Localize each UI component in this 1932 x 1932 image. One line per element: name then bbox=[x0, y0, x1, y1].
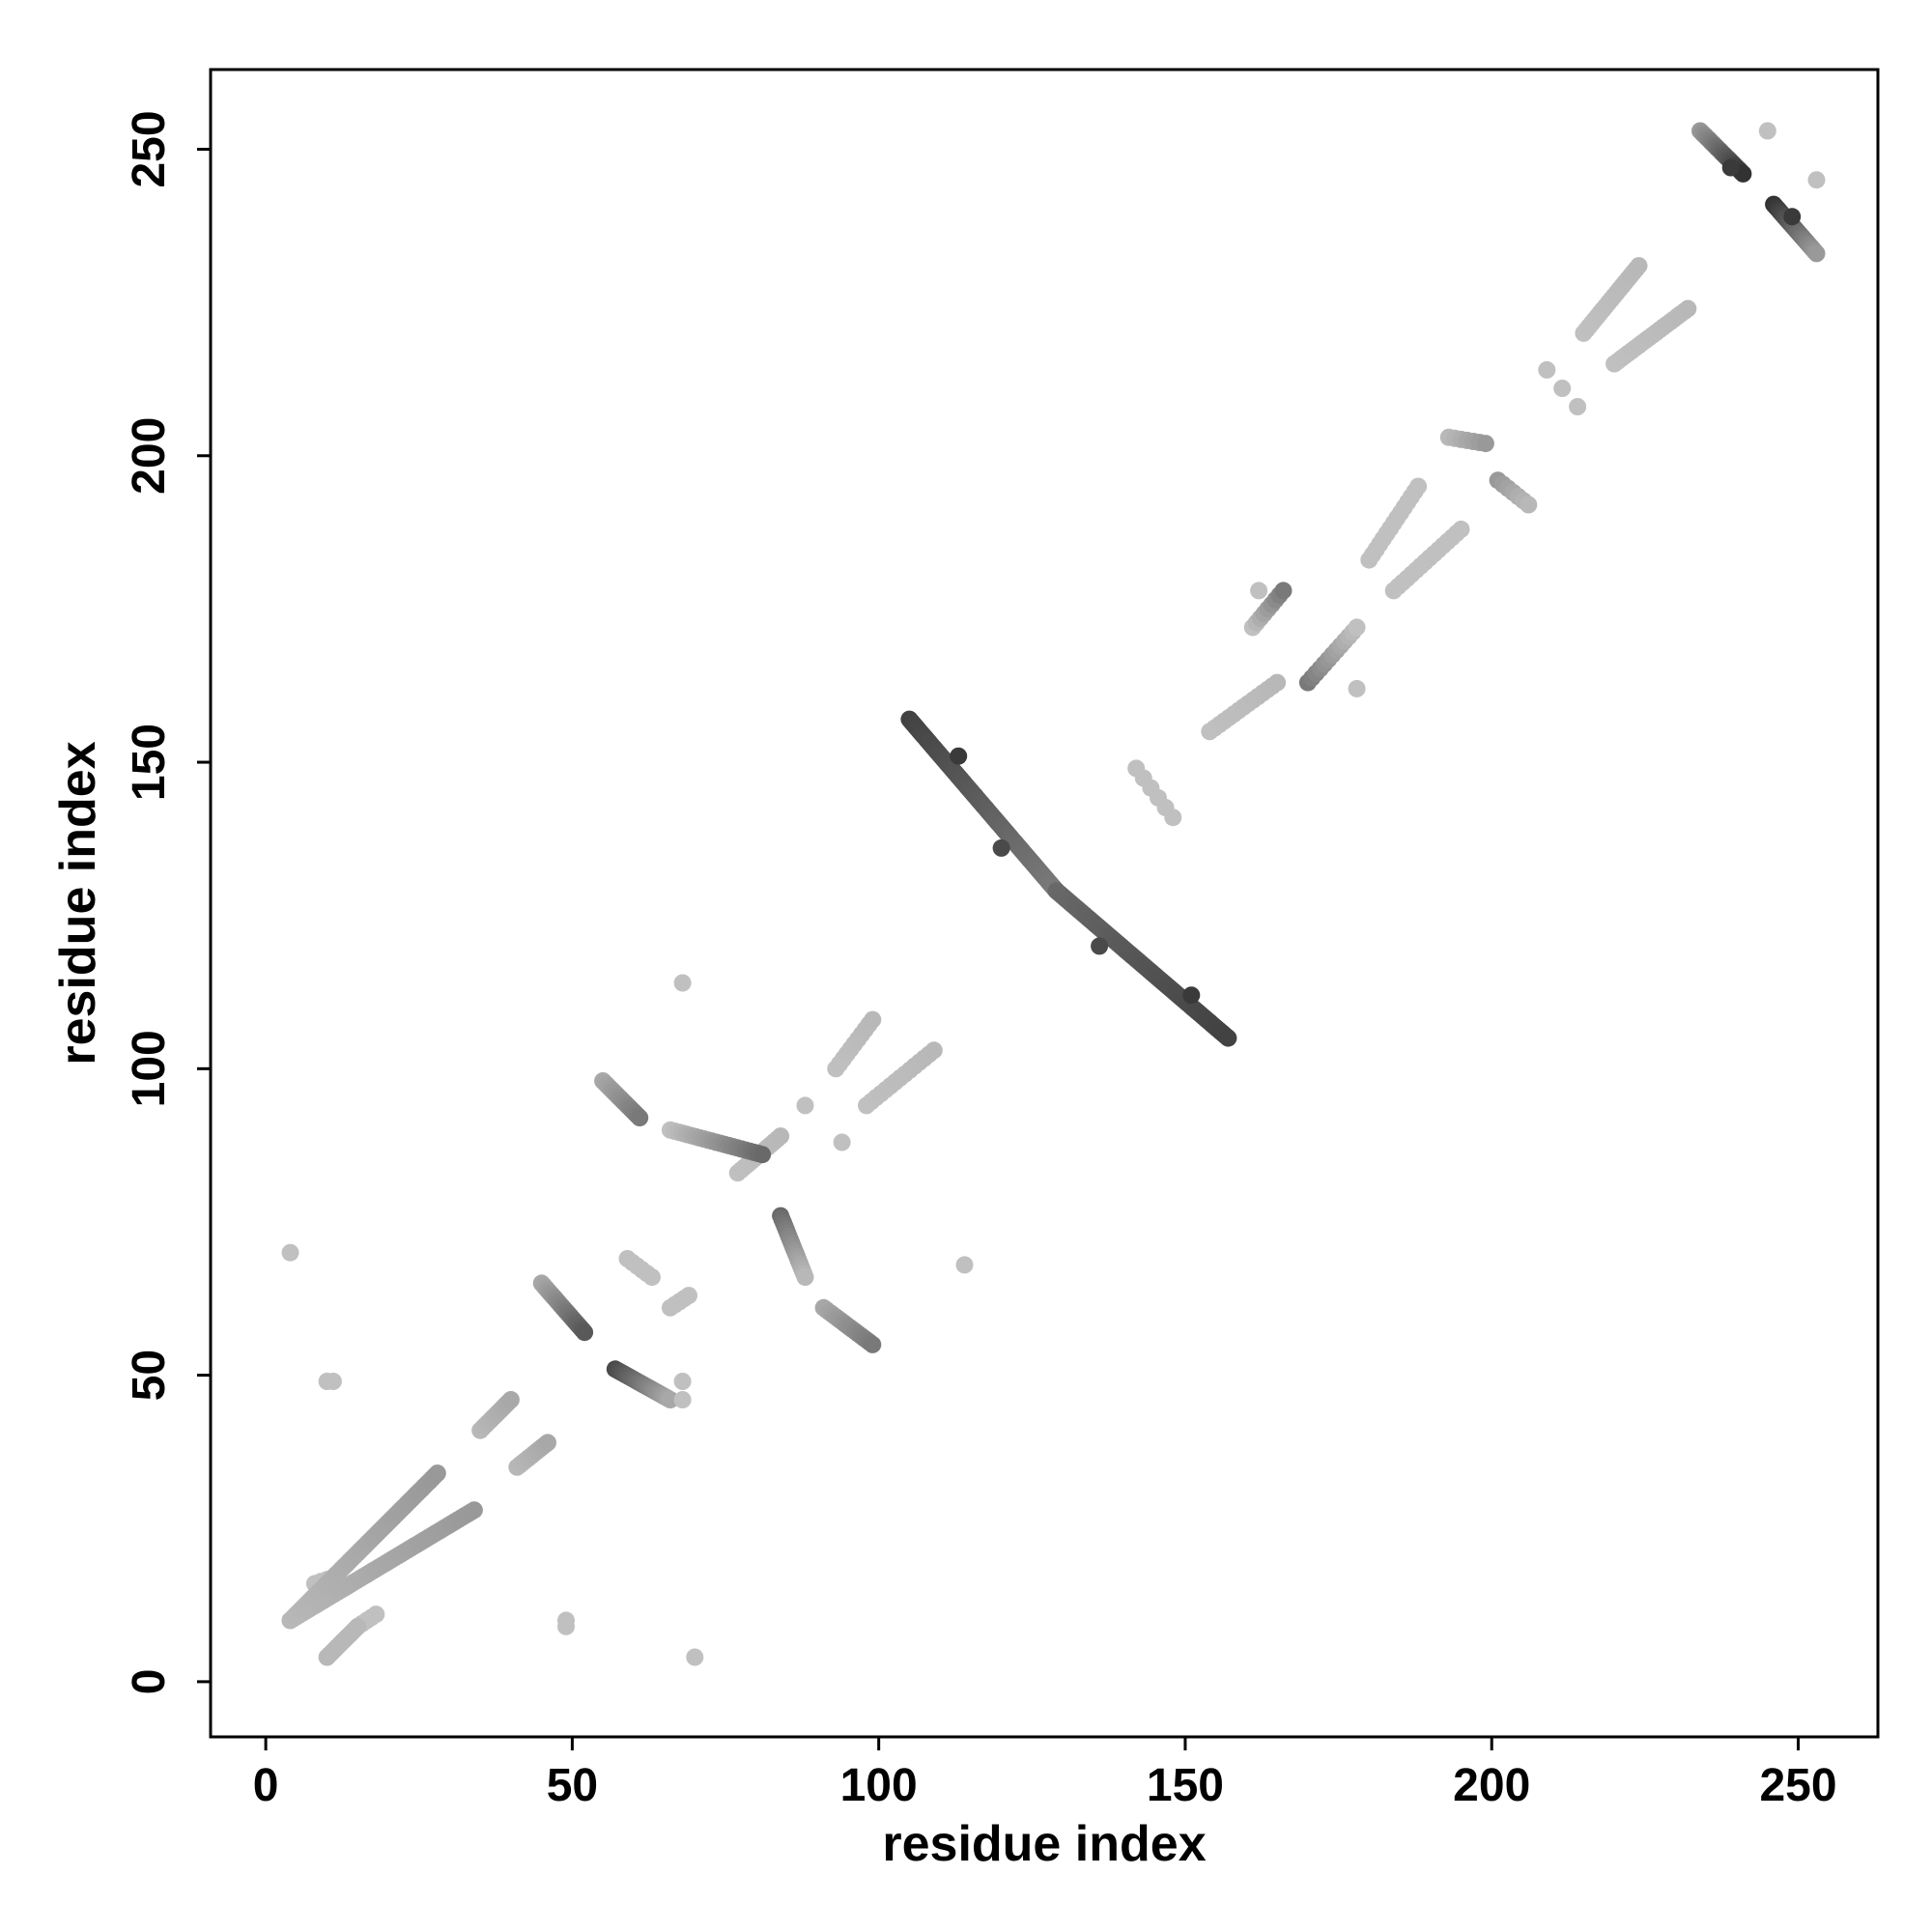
data-point bbox=[501, 1391, 520, 1408]
data-point bbox=[1553, 380, 1572, 397]
data-point bbox=[1219, 1029, 1237, 1047]
data-point bbox=[992, 838, 1010, 857]
x-axis-title: residue index bbox=[882, 1816, 1206, 1872]
data-point bbox=[1182, 986, 1201, 1005]
data-point bbox=[1164, 809, 1182, 827]
data-point bbox=[1538, 360, 1556, 379]
y-tick-label: 0 bbox=[124, 1669, 175, 1695]
data-point bbox=[673, 1391, 692, 1408]
data-point bbox=[1268, 673, 1287, 692]
data-point bbox=[1476, 435, 1494, 453]
data-point bbox=[864, 1010, 882, 1029]
data-point bbox=[1758, 122, 1776, 140]
data-point bbox=[1721, 158, 1740, 177]
data-point bbox=[1091, 937, 1109, 955]
x-tick-label: 100 bbox=[840, 1760, 918, 1811]
y-axis: 0 50 100 150 200 250 bbox=[124, 110, 211, 1694]
y-tick-label: 200 bbox=[124, 417, 175, 495]
data-point bbox=[796, 1096, 814, 1115]
data-point bbox=[1569, 398, 1587, 415]
data-point bbox=[349, 1617, 367, 1635]
data-point bbox=[955, 1256, 974, 1274]
data-point bbox=[1348, 679, 1366, 697]
data-point bbox=[1409, 477, 1428, 496]
x-tick-label: 0 bbox=[253, 1760, 279, 1811]
data-point bbox=[686, 1648, 704, 1666]
data-point bbox=[1274, 582, 1293, 600]
data-point bbox=[428, 1464, 446, 1483]
data-point bbox=[864, 1335, 882, 1353]
y-tick-label: 250 bbox=[124, 110, 175, 187]
data-point bbox=[367, 1605, 385, 1624]
data-point bbox=[772, 1127, 790, 1146]
data-point bbox=[1783, 208, 1802, 226]
data-point bbox=[1250, 582, 1268, 600]
x-tick-label: 150 bbox=[1147, 1760, 1224, 1811]
y-axis-title: residue index bbox=[50, 741, 106, 1065]
data-point bbox=[833, 1133, 851, 1151]
data-point bbox=[1679, 299, 1697, 318]
y-tick-label: 100 bbox=[124, 1030, 175, 1107]
data-points bbox=[281, 122, 1826, 1666]
x-tick-label: 250 bbox=[1759, 1760, 1836, 1811]
data-point bbox=[281, 1243, 299, 1262]
data-point bbox=[1630, 257, 1648, 275]
data-point bbox=[1807, 244, 1826, 263]
data-point bbox=[924, 1041, 943, 1060]
x-tick-label: 200 bbox=[1453, 1760, 1530, 1811]
data-point bbox=[680, 1287, 697, 1305]
data-point bbox=[642, 1268, 661, 1287]
data-point bbox=[1348, 618, 1366, 637]
y-tick-label: 50 bbox=[124, 1350, 175, 1401]
data-point bbox=[324, 1373, 342, 1390]
data-point bbox=[673, 974, 692, 992]
data-point bbox=[950, 747, 968, 765]
y-tick-label: 150 bbox=[124, 724, 175, 801]
data-point bbox=[631, 1109, 649, 1127]
data-point bbox=[576, 1323, 594, 1342]
data-point bbox=[673, 1373, 692, 1390]
plot-frame bbox=[209, 68, 1880, 1739]
x-tick-label: 50 bbox=[547, 1760, 598, 1811]
data-point bbox=[465, 1501, 483, 1520]
data-point bbox=[1452, 520, 1470, 538]
data-point bbox=[1520, 496, 1538, 514]
x-axis: 0 50 100 150 200 250 bbox=[253, 1737, 1837, 1811]
data-point bbox=[661, 1391, 679, 1408]
data-point bbox=[796, 1268, 814, 1287]
data-point bbox=[539, 1434, 556, 1452]
data-point bbox=[557, 1617, 575, 1635]
data-point bbox=[1807, 171, 1826, 189]
data-point bbox=[753, 1146, 772, 1164]
